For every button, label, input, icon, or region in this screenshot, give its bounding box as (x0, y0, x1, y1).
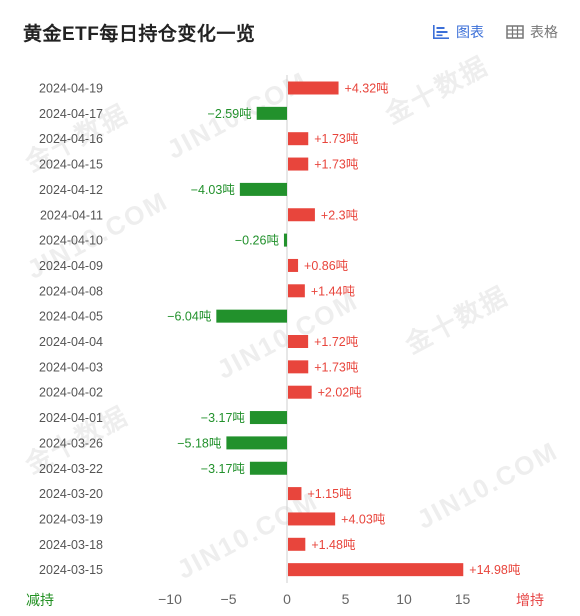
page-title: 黄金ETF每日持仓变化一览 (23, 24, 256, 45)
bar (249, 411, 287, 425)
category-label: 2024-03-19 (39, 512, 103, 526)
value-label: −2.59吨 (208, 107, 253, 121)
value-label: +4.32吨 (345, 82, 390, 96)
tab-chart[interactable]: 图表 (432, 22, 484, 42)
category-label: 2024-04-12 (39, 183, 103, 197)
value-label: +1.44吨 (311, 284, 356, 298)
category-label: 2024-03-18 (39, 538, 103, 552)
category-label: 2024-03-15 (39, 563, 103, 577)
category-label: 2024-03-20 (39, 487, 103, 501)
category-label: 2024-03-22 (39, 462, 103, 476)
bar (288, 284, 305, 298)
bar (288, 563, 464, 577)
bar (283, 233, 287, 247)
value-label: +1.48吨 (311, 538, 356, 552)
bar (288, 360, 309, 374)
value-label: +1.73吨 (314, 132, 359, 146)
value-label: +2.02吨 (318, 386, 363, 400)
value-label: +1.15吨 (307, 487, 352, 501)
x-tick-label: 10 (396, 591, 412, 607)
bar (226, 436, 287, 450)
bar (288, 258, 299, 272)
view-tabs: 图表 表格 (432, 22, 558, 42)
value-label: −4.03吨 (191, 183, 236, 197)
category-label: 2024-04-15 (39, 158, 103, 172)
x-tick-label: 15 (455, 591, 471, 607)
table-icon (506, 25, 524, 39)
bar (288, 335, 309, 348)
bar (288, 385, 312, 399)
category-label: 2024-04-01 (39, 411, 103, 425)
value-label: +1.73吨 (314, 360, 359, 374)
value-label: +2.3吨 (321, 208, 359, 222)
legend-decrease: 减持 (26, 592, 54, 608)
category-label: 2024-04-09 (39, 259, 103, 273)
value-label: −5.18吨 (177, 436, 222, 450)
category-label: 2024-04-04 (39, 335, 103, 349)
bar (288, 81, 339, 95)
tab-table[interactable]: 表格 (506, 22, 558, 42)
category-label: 2024-04-10 (39, 234, 103, 248)
value-label: +0.86吨 (304, 259, 349, 273)
bar (288, 537, 306, 551)
category-label: 2024-03-26 (39, 436, 103, 450)
category-label: 2024-04-17 (39, 107, 103, 121)
legend-increase: 增持 (516, 592, 544, 608)
value-label: +14.98吨 (469, 563, 521, 577)
category-label: 2024-04-08 (39, 284, 103, 298)
value-label: −0.26吨 (235, 234, 280, 248)
category-label: 2024-04-19 (39, 82, 103, 96)
category-label: 2024-04-02 (39, 386, 103, 400)
value-label: −6.04吨 (167, 310, 212, 324)
bar-chart-icon (432, 24, 450, 40)
bar (216, 309, 287, 323)
x-tick-label: 0 (283, 591, 291, 607)
bar (288, 157, 309, 171)
category-label: 2024-04-03 (39, 360, 103, 374)
x-tick-label: −10 (158, 591, 182, 607)
bar (256, 106, 287, 120)
bar (288, 512, 336, 526)
category-label: 2024-04-11 (40, 208, 103, 222)
bar (249, 461, 287, 475)
bar (288, 132, 309, 146)
tab-chart-label: 图表 (456, 24, 484, 40)
category-label: 2024-04-05 (39, 310, 103, 324)
value-label: −3.17吨 (201, 462, 246, 476)
bar (239, 182, 287, 196)
category-label: 2024-04-16 (39, 132, 103, 146)
x-tick-label: 5 (342, 591, 350, 607)
value-label: +1.73吨 (314, 158, 359, 172)
value-label: +1.72吨 (314, 335, 359, 349)
bar (288, 487, 302, 501)
chart-header: 黄金ETF每日持仓变化一览 图表 (0, 0, 580, 60)
value-label: −3.17吨 (201, 411, 246, 425)
x-tick-label: −5 (221, 591, 237, 607)
value-label: +4.03吨 (341, 512, 386, 526)
bar (288, 208, 315, 222)
tab-table-label: 表格 (530, 24, 558, 40)
